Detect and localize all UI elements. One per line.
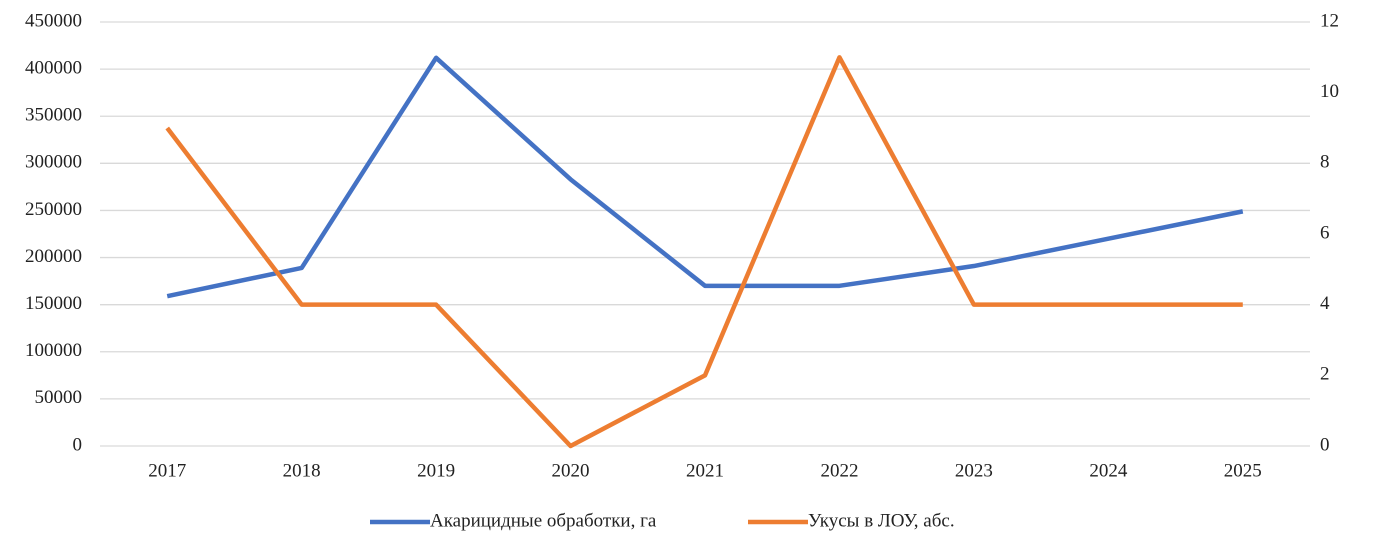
y2-tick-label: 2 — [1320, 364, 1330, 385]
y-tick-label: 400000 — [25, 57, 82, 78]
x-tick-label: 2025 — [1224, 460, 1262, 481]
x-tick-label: 2023 — [955, 460, 993, 481]
x-tick-label: 2022 — [820, 460, 858, 481]
y2-tick-label: 6 — [1320, 222, 1330, 243]
y-tick-label: 50000 — [35, 387, 83, 408]
series-line — [165, 55, 1243, 449]
x-tick-label: 2018 — [283, 460, 321, 481]
series-line — [166, 55, 1244, 299]
y-tick-label: 350000 — [25, 105, 82, 126]
x-tick-label: 2017 — [148, 460, 186, 481]
y-tick-label: 300000 — [25, 152, 82, 173]
x-tick-label: 2024 — [1089, 460, 1128, 481]
y-tick-label: 200000 — [25, 246, 82, 267]
legend-label: Укусы в ЛОУ, абс. — [808, 510, 955, 531]
y2-tick-label: 4 — [1320, 293, 1330, 314]
y2-tick-label: 12 — [1320, 10, 1339, 31]
y-tick-label: 250000 — [25, 199, 82, 220]
y2-tick-label: 10 — [1320, 81, 1339, 102]
legend-label: Акарицидные обработки, га — [430, 510, 657, 531]
x-tick-label: 2019 — [417, 460, 455, 481]
y-tick-label: 100000 — [25, 340, 82, 361]
y-tick-label: 450000 — [25, 10, 82, 31]
y2-tick-label: 0 — [1320, 434, 1330, 455]
y-tick-label: 0 — [73, 434, 83, 455]
x-tick-label: 2020 — [552, 460, 590, 481]
y2-tick-label: 8 — [1320, 152, 1330, 173]
y-tick-label: 150000 — [25, 293, 82, 314]
x-tick-label: 2021 — [686, 460, 724, 481]
